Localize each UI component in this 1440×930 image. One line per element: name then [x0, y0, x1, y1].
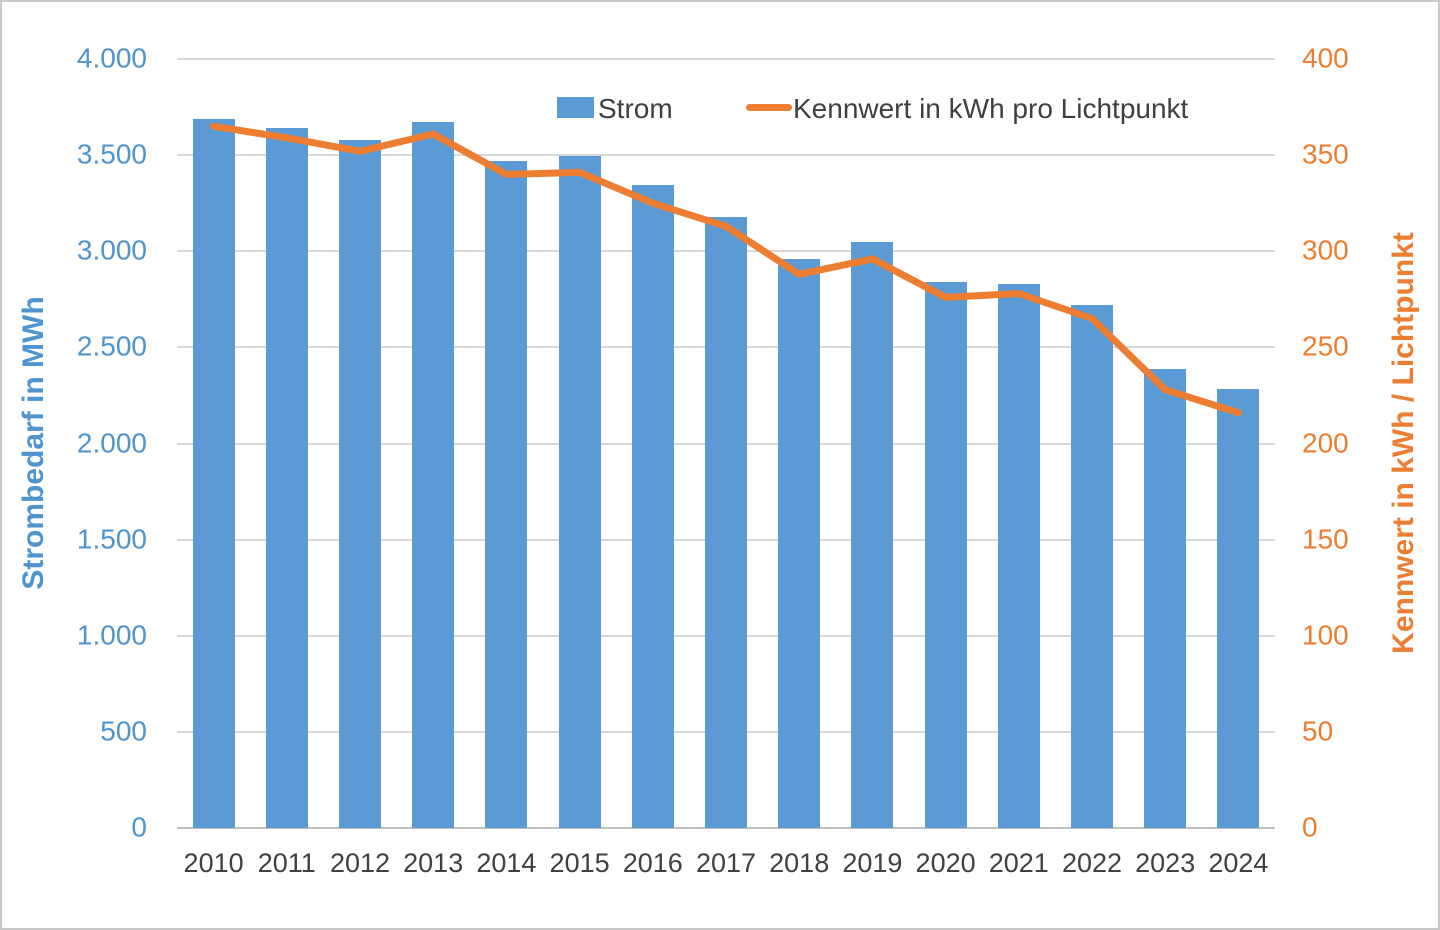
right-axis-tick-label: 250 [1302, 330, 1349, 362]
x-axis-label-2015: 2015 [549, 848, 610, 878]
left-axis-tick-label: 2.500 [76, 330, 147, 362]
x-axis-label-2022: 2022 [1061, 848, 1123, 878]
left-axis-tick-label: 1.000 [76, 619, 147, 651]
right-axis-tick-label: 0 [1302, 811, 1318, 843]
bar-2015 [558, 156, 601, 828]
bar-2012 [339, 139, 381, 828]
bar-2011 [265, 128, 308, 828]
x-axis-label-2011: 2011 [257, 848, 316, 878]
x-axis-label-2012: 2012 [329, 848, 391, 878]
legend-strom-swatch [557, 97, 594, 118]
bar-2013 [412, 122, 455, 828]
bar-2024 [1217, 388, 1260, 828]
right-axis-title: Kennwert in kWh / Lichtpunkt [1387, 232, 1420, 654]
bar-2019 [851, 241, 894, 828]
bar-2010 [192, 118, 235, 828]
gridline [177, 58, 1275, 60]
bar-2014 [485, 160, 528, 828]
x-axis-label-2010: 2010 [183, 848, 244, 878]
right-axis-tick-label: 100 [1302, 619, 1349, 651]
bar-2017 [705, 216, 747, 828]
right-axis-tick-label: 50 [1302, 715, 1334, 747]
x-axis-label-2013: 2013 [403, 848, 464, 878]
right-axis-tick-label: 200 [1302, 426, 1349, 458]
left-axis-tick-label: 3.000 [76, 234, 147, 266]
x-axis-label-2016: 2016 [622, 848, 683, 878]
bar-2023 [1144, 369, 1187, 828]
bar-2016 [631, 184, 674, 828]
x-axis-label-2019: 2019 [842, 848, 903, 878]
x-axis-label-2024: 2024 [1208, 848, 1269, 878]
x-axis-label-2014: 2014 [476, 848, 537, 878]
bar-2021 [997, 283, 1040, 828]
left-axis-tick-label: 1.500 [76, 522, 147, 554]
left-axis-tick-label: 0 [131, 811, 147, 843]
left-axis-title: Strombedarf in MWh [17, 296, 50, 590]
left-axis-tick-label: 3.500 [76, 138, 147, 170]
legend-kennwert-label: Kennwert in kWh pro Lichtpunkt [793, 93, 1189, 124]
x-axis-label-2017: 2017 [695, 848, 757, 878]
bar-2018 [778, 258, 821, 828]
right-axis-tick-label: 400 [1302, 42, 1349, 74]
right-axis-tick-label: 300 [1302, 234, 1349, 266]
left-axis-tick-label: 4.000 [76, 42, 147, 74]
x-axis-label-2020: 2020 [915, 848, 976, 878]
bar-2020 [924, 282, 967, 828]
bar-2022 [1071, 305, 1113, 828]
x-axis-label-2018: 2018 [769, 848, 830, 878]
left-axis-tick-label: 500 [100, 715, 147, 747]
legend-strom-label: Strom [598, 93, 673, 124]
left-axis-tick-label: 2.000 [76, 426, 147, 458]
right-axis-tick-label: 350 [1302, 138, 1349, 170]
right-axis-tick-label: 150 [1302, 522, 1349, 554]
gridline [177, 827, 1275, 829]
x-axis-label-2021: 2021 [988, 848, 1049, 878]
legend-kennwert-line-icon [746, 104, 792, 111]
x-axis-label-2023: 2023 [1135, 848, 1196, 878]
